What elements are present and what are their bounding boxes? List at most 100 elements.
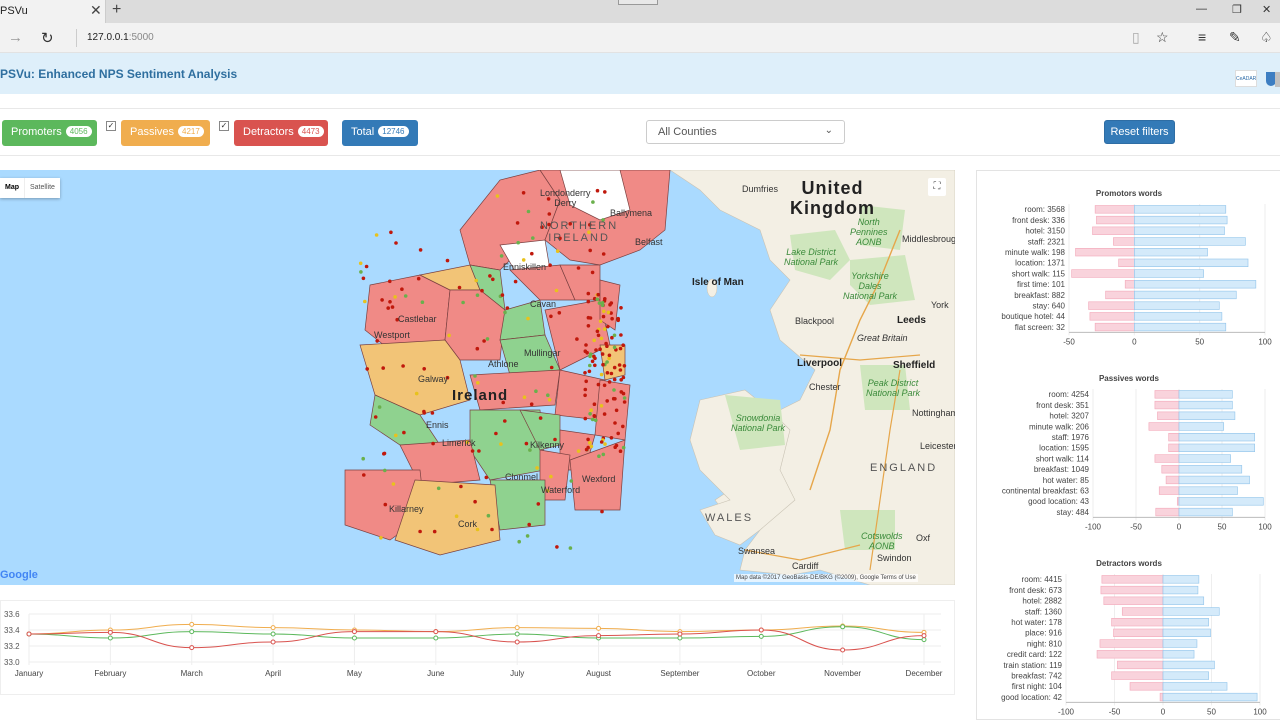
review-marker <box>590 359 595 364</box>
favorite-star-icon[interactable]: ☆ <box>1156 29 1169 45</box>
words-negative-bar <box>1155 507 1180 517</box>
words-positive-bar <box>1134 280 1257 289</box>
review-marker <box>613 445 617 450</box>
map-label-swindon: Swindon <box>877 553 912 563</box>
total-label: Total <box>351 126 375 138</box>
words-category-label: short walk: 114 <box>1036 454 1090 463</box>
refresh-icon[interactable]: ↻ <box>41 30 54 47</box>
detractors-button[interactable]: Detractors 4473 <box>234 120 328 146</box>
new-tab-icon[interactable]: + <box>112 1 122 18</box>
map-type-map[interactable]: Map <box>5 184 19 191</box>
hub-icon[interactable]: ≡ <box>1198 29 1207 45</box>
words-positive-bar <box>1162 596 1205 605</box>
share-icon[interactable]: ♤ <box>1260 29 1273 45</box>
map-label-snowdonia: Snowdonia National Park <box>731 413 786 433</box>
web-note-icon[interactable]: ✎ <box>1229 29 1241 45</box>
words-positive-bar <box>1178 422 1225 431</box>
address-bar-row: → ↻ 127.0.0.1:5000 ▯ ☆ ≡ ✎ ♤ <box>0 23 1280 53</box>
reading-view-icon[interactable]: ▯ <box>1132 29 1140 45</box>
words-negative-bar <box>1096 650 1164 659</box>
review-marker <box>505 306 510 310</box>
review-marker <box>619 306 623 310</box>
minimize-icon[interactable]: — <box>1196 3 1207 15</box>
review-marker <box>621 343 625 347</box>
words-category-label: short walk: 115 <box>1012 269 1066 278</box>
words-category-label: hot water: 178 <box>1011 618 1062 627</box>
fullscreen-icon[interactable]: ⛶ <box>928 178 946 196</box>
county-select[interactable]: All Counties ⌄ <box>646 120 845 144</box>
map-type-control[interactable]: Map Satellite <box>0 178 60 198</box>
words-negative-bar <box>1124 280 1135 289</box>
words-category-label: breakfast: 882 <box>1014 291 1065 300</box>
map-label-uk-2: Kingdom <box>790 198 875 218</box>
words-category-label: minute walk: 206 <box>1029 422 1090 431</box>
review-marker <box>420 300 425 304</box>
browser-tab-bar: PSVu ✕ + — ❐ ✕ <box>0 0 1280 23</box>
words-negative-bar <box>1113 237 1135 246</box>
review-marker <box>540 225 544 229</box>
total-button[interactable]: Total 12746 <box>342 120 418 146</box>
words-positive-bar <box>1134 290 1237 300</box>
review-marker <box>618 346 623 351</box>
words-negative-bar <box>1088 301 1135 310</box>
page-scrollbar[interactable] <box>1275 72 1280 87</box>
words-category-label: staff: 2321 <box>1028 237 1066 246</box>
timeline-point <box>514 625 520 631</box>
words-x-tick: 100 <box>1258 337 1272 346</box>
words-category-label: breakfast: 742 <box>1011 672 1062 681</box>
review-marker <box>606 324 610 329</box>
review-marker <box>362 473 366 477</box>
timeline-y-tick: 33.6 <box>4 610 20 619</box>
review-marker <box>545 488 550 493</box>
words-positive-bar <box>1178 390 1233 399</box>
words-x-tick: -50 <box>1130 522 1142 531</box>
review-marker <box>381 366 386 370</box>
county-cork <box>394 479 501 556</box>
passives-button[interactable]: Passives 4217 <box>121 120 210 146</box>
motorway-road <box>799 354 921 361</box>
map-label-isle-of-man: Isle of Man <box>692 277 744 288</box>
words-positive-bar <box>1162 617 1209 627</box>
reset-filters-button[interactable]: Reset filters <box>1104 120 1175 144</box>
words-positive-bar <box>1178 497 1264 506</box>
ceadar-logo: CeADAR <box>1235 70 1257 87</box>
review-marker <box>465 440 470 445</box>
review-markers <box>358 188 627 550</box>
timeline-x-tick: November <box>824 669 861 678</box>
promoters-button[interactable]: Promoters 4056 <box>2 120 97 146</box>
review-marker <box>586 291 591 296</box>
words-positive-bar <box>1178 454 1231 463</box>
words-category-label: hot water: 85 <box>1043 476 1090 485</box>
review-marker <box>599 404 604 408</box>
close-window-icon[interactable]: ✕ <box>1262 4 1272 16</box>
words-positive-bar <box>1162 639 1198 648</box>
map-label-dumfries: Dumfries <box>742 184 779 194</box>
words-category-label: staff: 1976 <box>1052 433 1090 442</box>
passives-count-badge: 4217 <box>178 126 204 137</box>
review-marker <box>549 314 553 319</box>
url-field[interactable]: 127.0.0.1:5000 <box>87 32 154 43</box>
passives-label: Passives <box>130 126 175 138</box>
review-marker <box>611 396 616 401</box>
review-marker <box>526 316 530 321</box>
map-type-satellite[interactable]: Satellite <box>24 178 60 198</box>
browser-tab[interactable]: PSVu ✕ <box>0 0 106 23</box>
review-marker <box>595 329 600 334</box>
review-marker <box>602 309 606 314</box>
words-category-label: credit card: 122 <box>1007 650 1063 659</box>
map-attribution[interactable]: Map data ©2017 GeoBasis-DE/BKG (©2009), … <box>734 574 918 582</box>
timeline-x-tick: August <box>586 669 612 678</box>
close-tab-icon[interactable]: ✕ <box>90 2 102 18</box>
forward-icon[interactable]: → <box>8 29 23 46</box>
review-marker <box>418 529 422 534</box>
window-drag-handle[interactable] <box>618 0 658 5</box>
review-marker <box>584 343 588 347</box>
review-marker <box>391 482 396 486</box>
words-category-label: minute walk: 198 <box>1005 248 1066 257</box>
map-canvas[interactable] <box>0 170 955 585</box>
passives-checkbox[interactable]: ✓ <box>219 121 229 131</box>
promoters-checkbox[interactable]: ✓ <box>106 121 116 131</box>
restore-icon[interactable]: ❐ <box>1232 4 1242 16</box>
review-marker <box>617 363 622 367</box>
